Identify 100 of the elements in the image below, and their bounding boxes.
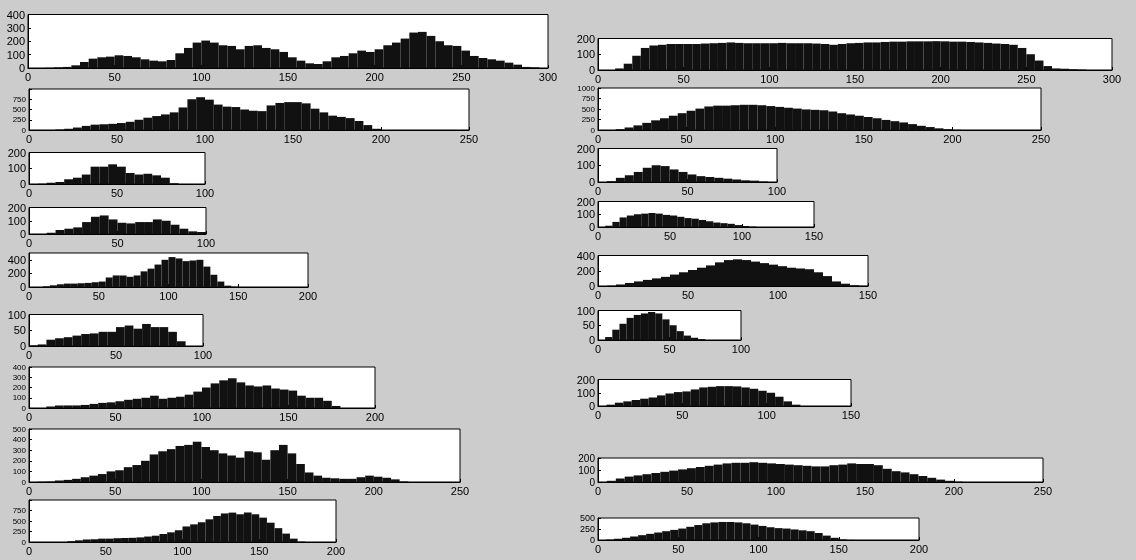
x-tick-label: 250 bbox=[459, 132, 479, 145]
y-tick-label: 200 bbox=[576, 195, 595, 208]
x-tick-label: 100 bbox=[766, 132, 785, 145]
x-tick-label: 50 bbox=[672, 542, 685, 555]
y-tick-label: 200 bbox=[6, 35, 25, 48]
x-tick-label: 50 bbox=[99, 544, 112, 557]
x-tick-label: 50 bbox=[109, 348, 123, 361]
x-tick-label: 50 bbox=[681, 184, 694, 197]
x-tick-label: 200 bbox=[298, 289, 318, 302]
y-tick-label: 0 bbox=[588, 280, 595, 292]
y-tick-label: 200 bbox=[7, 201, 26, 214]
y-tick-label: 0 bbox=[589, 535, 595, 545]
x-tick-label: 50 bbox=[108, 70, 121, 83]
y-tick-label: 100 bbox=[576, 48, 595, 61]
x-tick-label: 100 bbox=[193, 348, 213, 361]
y-tick-label: 500 bbox=[581, 104, 596, 114]
x-tick-label: 300 bbox=[538, 70, 558, 83]
x-tick-label: 100 bbox=[159, 289, 178, 302]
y-tick-label: 100 bbox=[578, 464, 596, 476]
x-tick-label: 100 bbox=[192, 484, 211, 497]
y-tick-label: 400 bbox=[7, 253, 26, 266]
y-tick-label: 300 bbox=[6, 21, 25, 34]
x-tick-label: 50 bbox=[677, 72, 690, 85]
y-tick-label: 0 bbox=[588, 334, 595, 346]
x-tick-label: 250 bbox=[452, 70, 471, 83]
x-tick-label: 250 bbox=[1031, 132, 1051, 145]
x-tick-label: 150 bbox=[854, 132, 873, 145]
x-tick-label: 150 bbox=[845, 72, 865, 85]
y-tick-label: 0 bbox=[21, 125, 27, 135]
y-tick-label: 750 bbox=[581, 94, 596, 103]
x-tick-label: 50 bbox=[676, 408, 689, 421]
y-tick-label: 500 bbox=[12, 424, 27, 434]
x-tick-label: 100 bbox=[767, 184, 787, 197]
x-tick-label: 200 bbox=[364, 484, 383, 497]
x-tick-label: 150 bbox=[250, 544, 269, 557]
x-tick-label: 100 bbox=[768, 288, 788, 301]
y-tick-label: 100 bbox=[7, 162, 26, 175]
x-tick-label: 200 bbox=[931, 72, 950, 85]
x-tick-label: 100 bbox=[173, 544, 192, 557]
x-tick-label: 200 bbox=[909, 542, 929, 555]
y-tick-label: 0 bbox=[588, 176, 595, 188]
y-tick-label: 100 bbox=[12, 393, 27, 403]
y-tick-label: 750 bbox=[12, 94, 27, 104]
x-tick-label: 250 bbox=[450, 484, 470, 497]
x-tick-label: 200 bbox=[326, 544, 346, 557]
y-tick-label: 0 bbox=[588, 400, 595, 412]
y-tick-label: 250 bbox=[579, 524, 595, 534]
x-tick-label: 50 bbox=[109, 484, 122, 497]
y-tick-label: 400 bbox=[576, 249, 595, 262]
x-tick-label: 100 bbox=[760, 72, 779, 85]
y-tick-label: 400 bbox=[12, 435, 27, 445]
y-tick-label: 0 bbox=[589, 476, 596, 488]
x-tick-label: 100 bbox=[192, 410, 212, 423]
x-tick-label: 150 bbox=[283, 132, 303, 145]
y-tick-label: 200 bbox=[576, 264, 595, 277]
x-tick-label: 150 bbox=[804, 229, 824, 242]
x-tick-label: 50 bbox=[680, 484, 694, 497]
y-tick-label: 300 bbox=[12, 372, 27, 382]
x-tick-label: 150 bbox=[841, 408, 861, 421]
x-tick-label: 150 bbox=[229, 289, 248, 302]
y-tick-label: 0 bbox=[588, 221, 595, 233]
y-tick-label: 200 bbox=[578, 452, 596, 464]
x-tick-label: 50 bbox=[111, 236, 124, 249]
x-tick-label: 150 bbox=[829, 542, 848, 555]
y-tick-label: 200 bbox=[576, 32, 595, 45]
x-tick-label: 250 bbox=[1017, 72, 1036, 85]
y-tick-label: 100 bbox=[576, 386, 595, 399]
x-tick-label: 100 bbox=[195, 132, 215, 145]
y-tick-label: 200 bbox=[12, 383, 27, 392]
x-tick-label: 100 bbox=[749, 542, 768, 555]
y-tick-label: 200 bbox=[576, 373, 595, 386]
y-tick-label: 100 bbox=[6, 48, 25, 61]
y-tick-label: 0 bbox=[21, 477, 27, 487]
y-tick-label: 500 bbox=[12, 516, 27, 526]
y-tick-label: 250 bbox=[12, 527, 27, 536]
y-tick-label: 50 bbox=[13, 324, 26, 337]
x-tick-label: 50 bbox=[92, 289, 105, 302]
y-tick-label: 250 bbox=[12, 115, 27, 125]
x-tick-label: 100 bbox=[731, 342, 751, 355]
x-tick-label: 150 bbox=[858, 288, 878, 301]
y-tick-label: 200 bbox=[12, 456, 27, 466]
x-tick-label: 150 bbox=[278, 70, 298, 83]
y-tick-label: 100 bbox=[12, 466, 27, 476]
x-tick-label: 50 bbox=[663, 342, 676, 355]
y-tick-label: 400 bbox=[12, 362, 27, 372]
x-tick-label: 150 bbox=[278, 484, 297, 497]
x-tick-label: 100 bbox=[732, 229, 752, 242]
x-tick-label: 200 bbox=[943, 132, 962, 145]
x-tick-label: 50 bbox=[110, 132, 124, 145]
x-tick-label: 200 bbox=[365, 70, 384, 83]
x-tick-label: 100 bbox=[766, 484, 786, 497]
y-tick-label: 100 bbox=[7, 214, 26, 227]
y-tick-label: 250 bbox=[581, 115, 596, 124]
y-tick-label: 50 bbox=[582, 319, 595, 332]
x-tick-label: 200 bbox=[371, 132, 391, 145]
x-tick-label: 50 bbox=[110, 186, 124, 199]
x-tick-label: 50 bbox=[680, 132, 693, 145]
x-tick-label: 200 bbox=[944, 484, 964, 497]
y-tick-label: 100 bbox=[576, 159, 595, 172]
x-tick-label: 50 bbox=[109, 410, 122, 423]
